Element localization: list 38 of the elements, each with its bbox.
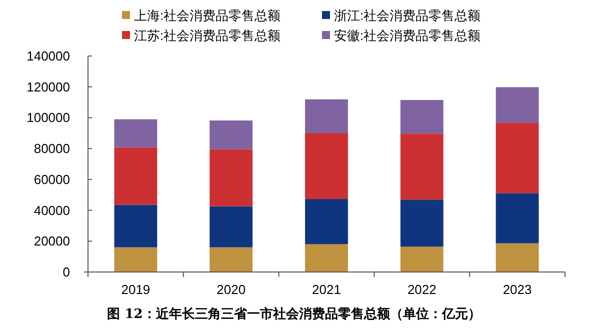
x-tick-label: 2020 [216,282,246,297]
bar [496,87,539,123]
bar [496,122,539,194]
bar [496,193,539,244]
bar [496,243,539,272]
bar [210,206,253,248]
y-tick-label: 140000 [26,48,70,64]
bar [400,134,444,200]
x-tick-label: 2022 [407,282,436,297]
x-tick-label: 2023 [502,282,532,297]
bar [305,99,348,133]
legend-label: 江苏:社会消费品零售总额 [134,28,281,43]
y-tick-label: 20000 [34,234,70,249]
legend-label: 浙江:社会消费品零售总额 [334,8,481,23]
legend-label: 上海:社会消费品零售总额 [134,8,281,23]
y-tick-label: 120000 [26,79,70,94]
y-tick-label: 0 [62,264,70,280]
bar [114,204,158,248]
bar [210,149,253,206]
y-tick-label: 40000 [34,202,70,218]
bar [305,199,348,244]
y-tick-label: 100000 [26,110,70,126]
bar [400,100,444,134]
x-tick-label: 2019 [121,282,150,297]
bar [114,147,158,205]
y-tick-label: 80000 [34,141,70,156]
bar [400,200,444,247]
text: 图 12：近年长三角三省一市社会消费品零售总额（单位：亿元） [107,306,481,322]
bar [114,119,158,148]
legend-label: 安徽:社会消费品零售总额 [334,28,481,43]
bar [210,120,253,150]
bar [210,247,253,272]
bar [400,246,444,272]
bar [305,132,348,200]
bar [305,244,348,272]
x-tick-label: 2021 [312,282,341,297]
y-tick-label: 60000 [34,172,70,187]
bar [114,247,158,272]
